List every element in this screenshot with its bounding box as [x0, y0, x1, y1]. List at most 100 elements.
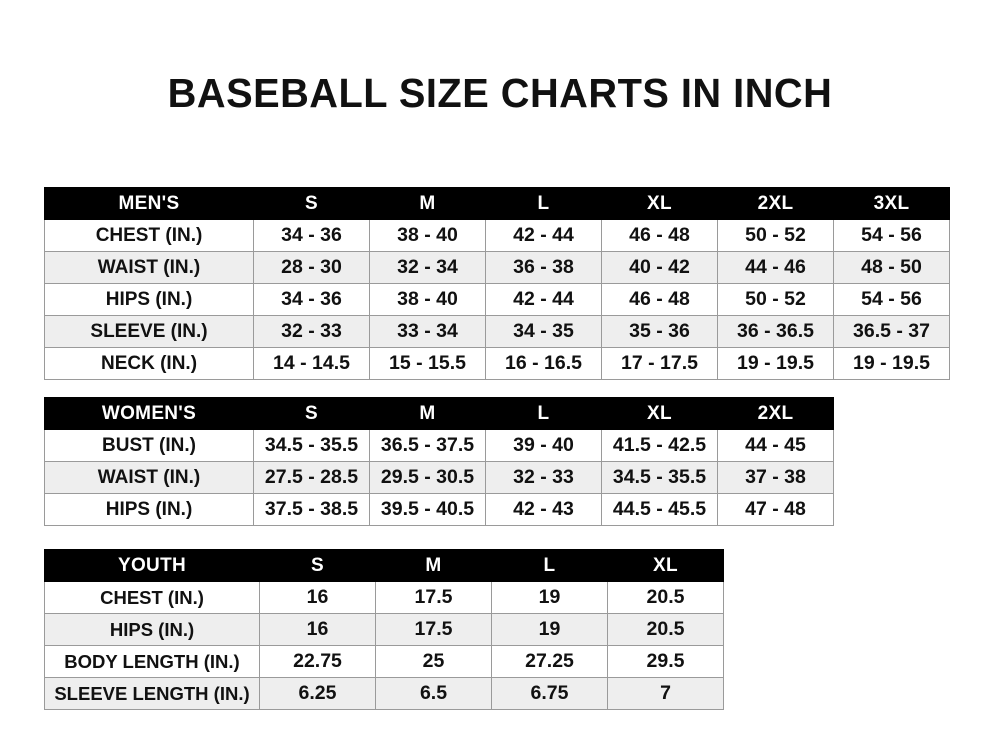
cell-value: 54 - 56	[833, 283, 950, 316]
cell-value: 16 - 16.5	[485, 347, 602, 380]
cell-value: 32 - 33	[253, 315, 370, 348]
table-row: HIPS (IN.) 34 - 36 38 - 40 42 - 44 46 - …	[44, 283, 950, 316]
cell-value: 17.5	[375, 613, 492, 646]
youth-header-row: YOUTH S M L XL	[44, 549, 724, 582]
cell-value: 41.5 - 42.5	[601, 429, 718, 462]
youth-table-head: YOUTH S M L XL	[44, 549, 724, 582]
table-row: WAIST (IN.) 28 - 30 32 - 34 36 - 38 40 -…	[44, 251, 950, 284]
cell-value: 48 - 50	[833, 251, 950, 284]
mens-header-cell-1: S	[253, 187, 370, 220]
cell-value: 20.5	[607, 613, 724, 646]
cell-value: 27.5 - 28.5	[253, 461, 370, 494]
page-title: BASEBALL SIZE CHARTS IN INCH	[167, 70, 833, 116]
cell-value: 36.5 - 37	[833, 315, 950, 348]
cell-value: 6.25	[259, 677, 376, 710]
row-label: WAIST (IN.)	[44, 251, 254, 284]
cell-value: 16	[259, 613, 376, 646]
mens-table-body: CHEST (IN.) 34 - 36 38 - 40 42 - 44 46 -…	[44, 219, 950, 380]
mens-table-head: MEN'S S M L XL 2XL 3XL	[44, 187, 950, 220]
youth-header-cell-2: M	[375, 549, 492, 582]
cell-value: 28 - 30	[253, 251, 370, 284]
cell-value: 50 - 52	[717, 219, 834, 252]
cell-value: 39 - 40	[485, 429, 602, 462]
mens-header-row: MEN'S S M L XL 2XL 3XL	[44, 187, 950, 220]
cell-value: 32 - 34	[369, 251, 486, 284]
table-row: BODY LENGTH (IN.) 22.75 25 27.25 29.5	[44, 645, 724, 678]
row-label: WAIST (IN.)	[44, 461, 254, 494]
cell-value: 20.5	[607, 581, 724, 614]
cell-value: 25	[375, 645, 492, 678]
womens-header-cell-3: L	[485, 397, 602, 430]
cell-value: 39.5 - 40.5	[369, 493, 486, 526]
cell-value: 36.5 - 37.5	[369, 429, 486, 462]
youth-size-table: YOUTH S M L XL CHEST (IN.) 16 17.5 19 20…	[44, 549, 724, 710]
cell-value: 14 - 14.5	[253, 347, 370, 380]
table-row: NECK (IN.) 14 - 14.5 15 - 15.5 16 - 16.5…	[44, 347, 950, 380]
row-label: SLEEVE (IN.)	[44, 315, 254, 348]
womens-table-body: BUST (IN.) 34.5 - 35.5 36.5 - 37.5 39 - …	[44, 429, 834, 526]
cell-value: 15 - 15.5	[369, 347, 486, 380]
womens-header-cell-0: WOMEN'S	[44, 397, 254, 430]
cell-value: 44.5 - 45.5	[601, 493, 718, 526]
table-row: BUST (IN.) 34.5 - 35.5 36.5 - 37.5 39 - …	[44, 429, 834, 462]
youth-header-cell-0: YOUTH	[44, 549, 260, 582]
table-row: SLEEVE (IN.) 32 - 33 33 - 34 34 - 35 35 …	[44, 315, 950, 348]
cell-value: 17 - 17.5	[601, 347, 718, 380]
cell-value: 6.75	[491, 677, 608, 710]
row-label: HIPS (IN.)	[44, 283, 254, 316]
cell-value: 33 - 34	[369, 315, 486, 348]
womens-header-cell-2: M	[369, 397, 486, 430]
cell-value: 38 - 40	[369, 283, 486, 316]
youth-header-cell-4: XL	[607, 549, 724, 582]
table-row: HIPS (IN.) 37.5 - 38.5 39.5 - 40.5 42 - …	[44, 493, 834, 526]
mens-header-cell-3: L	[485, 187, 602, 220]
cell-value: 47 - 48	[717, 493, 834, 526]
cell-value: 42 - 44	[485, 283, 602, 316]
cell-value: 42 - 44	[485, 219, 602, 252]
table-row: CHEST (IN.) 34 - 36 38 - 40 42 - 44 46 -…	[44, 219, 950, 252]
cell-value: 42 - 43	[485, 493, 602, 526]
womens-size-table: WOMEN'S S M L XL 2XL BUST (IN.) 34.5 - 3…	[44, 397, 834, 526]
cell-value: 34 - 36	[253, 219, 370, 252]
cell-value: 37.5 - 38.5	[253, 493, 370, 526]
cell-value: 35 - 36	[601, 315, 718, 348]
cell-value: 19	[491, 613, 608, 646]
cell-value: 34.5 - 35.5	[253, 429, 370, 462]
row-label: HIPS (IN.)	[44, 613, 260, 646]
cell-value: 32 - 33	[485, 461, 602, 494]
womens-header-cell-5: 2XL	[717, 397, 834, 430]
cell-value: 44 - 46	[717, 251, 834, 284]
cell-value: 40 - 42	[601, 251, 718, 284]
cell-value: 50 - 52	[717, 283, 834, 316]
table-row: WAIST (IN.) 27.5 - 28.5 29.5 - 30.5 32 -…	[44, 461, 834, 494]
cell-value: 19	[491, 581, 608, 614]
mens-header-cell-6: 3XL	[833, 187, 950, 220]
table-row: HIPS (IN.) 16 17.5 19 20.5	[44, 613, 724, 646]
cell-value: 17.5	[375, 581, 492, 614]
cell-value: 44 - 45	[717, 429, 834, 462]
mens-size-table: MEN'S S M L XL 2XL 3XL CHEST (IN.) 34 - …	[44, 187, 950, 380]
cell-value: 7	[607, 677, 724, 710]
mens-header-cell-2: M	[369, 187, 486, 220]
row-label: HIPS (IN.)	[44, 493, 254, 526]
youth-header-cell-3: L	[491, 549, 608, 582]
cell-value: 6.5	[375, 677, 492, 710]
cell-value: 34.5 - 35.5	[601, 461, 718, 494]
youth-header-cell-1: S	[259, 549, 376, 582]
row-label: BUST (IN.)	[44, 429, 254, 462]
cell-value: 34 - 36	[253, 283, 370, 316]
row-label: BODY LENGTH (IN.)	[44, 645, 260, 678]
row-label: SLEEVE LENGTH (IN.)	[44, 677, 260, 710]
cell-value: 27.25	[491, 645, 608, 678]
womens-header-cell-4: XL	[601, 397, 718, 430]
womens-header-row: WOMEN'S S M L XL 2XL	[44, 397, 834, 430]
cell-value: 22.75	[259, 645, 376, 678]
row-label: CHEST (IN.)	[44, 219, 254, 252]
table-row: CHEST (IN.) 16 17.5 19 20.5	[44, 581, 724, 614]
table-row: SLEEVE LENGTH (IN.) 6.25 6.5 6.75 7	[44, 677, 724, 710]
cell-value: 16	[259, 581, 376, 614]
mens-header-cell-0: MEN'S	[44, 187, 254, 220]
cell-value: 29.5 - 30.5	[369, 461, 486, 494]
row-label: CHEST (IN.)	[44, 581, 260, 614]
